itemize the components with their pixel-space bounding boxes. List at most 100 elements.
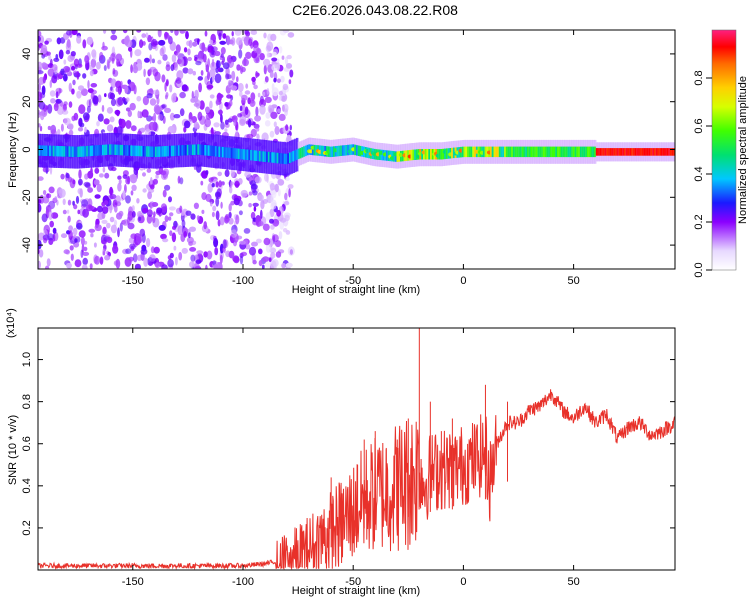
spectrogram-cell	[231, 31, 234, 37]
spectrogram-cell	[211, 183, 215, 188]
spectrogram-cell	[199, 144, 202, 155]
spectrogram-cell	[230, 147, 234, 159]
spectrogram-cell	[504, 146, 507, 158]
spectrogram-cell	[187, 48, 191, 56]
spectrogram-cell	[255, 71, 258, 79]
spectrogram-cell	[261, 132, 269, 142]
spectrogram-cell	[61, 146, 64, 157]
spectrogram-cell	[248, 191, 253, 196]
spectrogram-cell	[245, 83, 249, 89]
spectrogram-cell	[125, 39, 133, 48]
spectrogram-cell	[620, 148, 623, 156]
spectrogram-cell	[259, 104, 266, 115]
snr-series-line	[38, 389, 675, 570]
spectrogram-cell	[230, 200, 235, 206]
spectrogram-cell	[94, 224, 102, 232]
spectrogram-cell	[222, 239, 227, 249]
spectrogram-cell	[106, 107, 113, 114]
spectrogram-cell	[165, 92, 169, 98]
spectrogram-cell	[602, 148, 606, 156]
spectrogram-cell	[204, 118, 211, 128]
spectrogram-cell	[219, 40, 227, 45]
spectrogram-cell	[196, 215, 200, 221]
spectrogram-cell	[579, 146, 583, 158]
spectrogram-cell	[354, 144, 357, 156]
spectrogram-cell	[193, 144, 197, 155]
spectrogram-cell	[267, 151, 271, 163]
spectrogram-cell	[201, 42, 205, 53]
spectrogram-cell	[79, 146, 82, 157]
spectrogram-cell	[215, 210, 220, 221]
spectrogram-cell	[188, 39, 193, 49]
spectrogram-cell	[472, 146, 475, 158]
snr-x-tick-label: 0	[460, 576, 466, 588]
spectrogram-cell	[204, 30, 208, 37]
spectrogram-cell	[146, 237, 151, 248]
spectrogram-cell	[158, 224, 166, 231]
spectrogram-cell	[662, 148, 666, 156]
spectrogram-cell	[269, 152, 272, 163]
spectrogram-cell	[329, 146, 332, 158]
spectrogram-cell	[89, 263, 93, 269]
spectrogram-cell	[253, 44, 259, 54]
spectrogram-cell	[197, 76, 203, 81]
spectrogram-cell	[112, 144, 115, 155]
spectrogram-cell	[261, 264, 265, 269]
spectrogram-cell	[205, 170, 209, 175]
spectrogram-cell	[255, 57, 260, 64]
spectrogram-cell	[160, 203, 168, 214]
spectrogram-cell	[97, 113, 104, 122]
spectrogram-cell	[211, 58, 215, 68]
spectrogram-cell	[119, 222, 123, 232]
spectrogram-cell	[87, 187, 93, 193]
spectrogram-cell	[71, 65, 76, 71]
spectrogram-cell	[101, 45, 108, 51]
spectrogram-cell	[345, 145, 348, 156]
spectrogram-cell	[271, 87, 279, 97]
spectrogram-cell	[201, 209, 205, 214]
spectrogram-cell	[638, 148, 641, 156]
spectrogram-cell	[192, 144, 195, 156]
spectrogram-cell	[178, 251, 183, 261]
spectrogram-cell	[129, 243, 136, 250]
spectrogram-cell	[229, 186, 233, 194]
spectrogram-cell	[172, 145, 175, 157]
spectrogram-cell	[214, 73, 222, 84]
spectrogram-cell	[269, 183, 275, 191]
spectrogram-cell	[539, 146, 542, 158]
spectrogram-cell	[213, 235, 217, 241]
spectrogram-cell	[442, 148, 445, 160]
colorbar-tick-label: 0.8	[693, 70, 705, 85]
spectrogram-cell	[153, 104, 161, 114]
spectrogram-cell	[274, 240, 282, 248]
spectrogram-cell	[143, 68, 146, 78]
spectrogram-cell	[282, 30, 290, 33]
spectrogram-cell	[70, 146, 73, 157]
spectrogram-cell	[205, 113, 212, 120]
spectrogram-cell	[181, 247, 188, 254]
spectrogram-cell	[95, 145, 98, 156]
spectrogram-cell	[275, 251, 282, 258]
spectrogram-cell	[151, 146, 154, 157]
spectrogram-cell	[66, 209, 70, 214]
spectrogram-cell	[236, 148, 239, 159]
spectrogram-cell	[189, 226, 196, 232]
spectrogram-cell	[254, 176, 262, 184]
spectrogram-cell	[391, 150, 394, 162]
spectrogram-cell	[102, 226, 107, 235]
spectrogram-cell	[590, 146, 593, 158]
spectrogram-cell	[142, 208, 149, 213]
spectrogram-cell	[113, 260, 119, 266]
spectrogram-cell	[283, 201, 290, 206]
spectrogram-cell	[112, 68, 116, 75]
spectrogram-cell	[195, 60, 202, 66]
spectrogram-cell	[121, 144, 124, 156]
spectrogram-cell	[661, 148, 664, 156]
spectrogram-cell	[284, 214, 290, 222]
spectrogram-y-tick-label: 0	[21, 146, 33, 152]
spectrogram-cell	[338, 145, 341, 157]
spectrogram-cell	[244, 90, 251, 95]
spectrogram-cell	[273, 77, 277, 83]
spectrogram-cell	[77, 118, 82, 127]
spectrogram-cell	[271, 189, 277, 199]
